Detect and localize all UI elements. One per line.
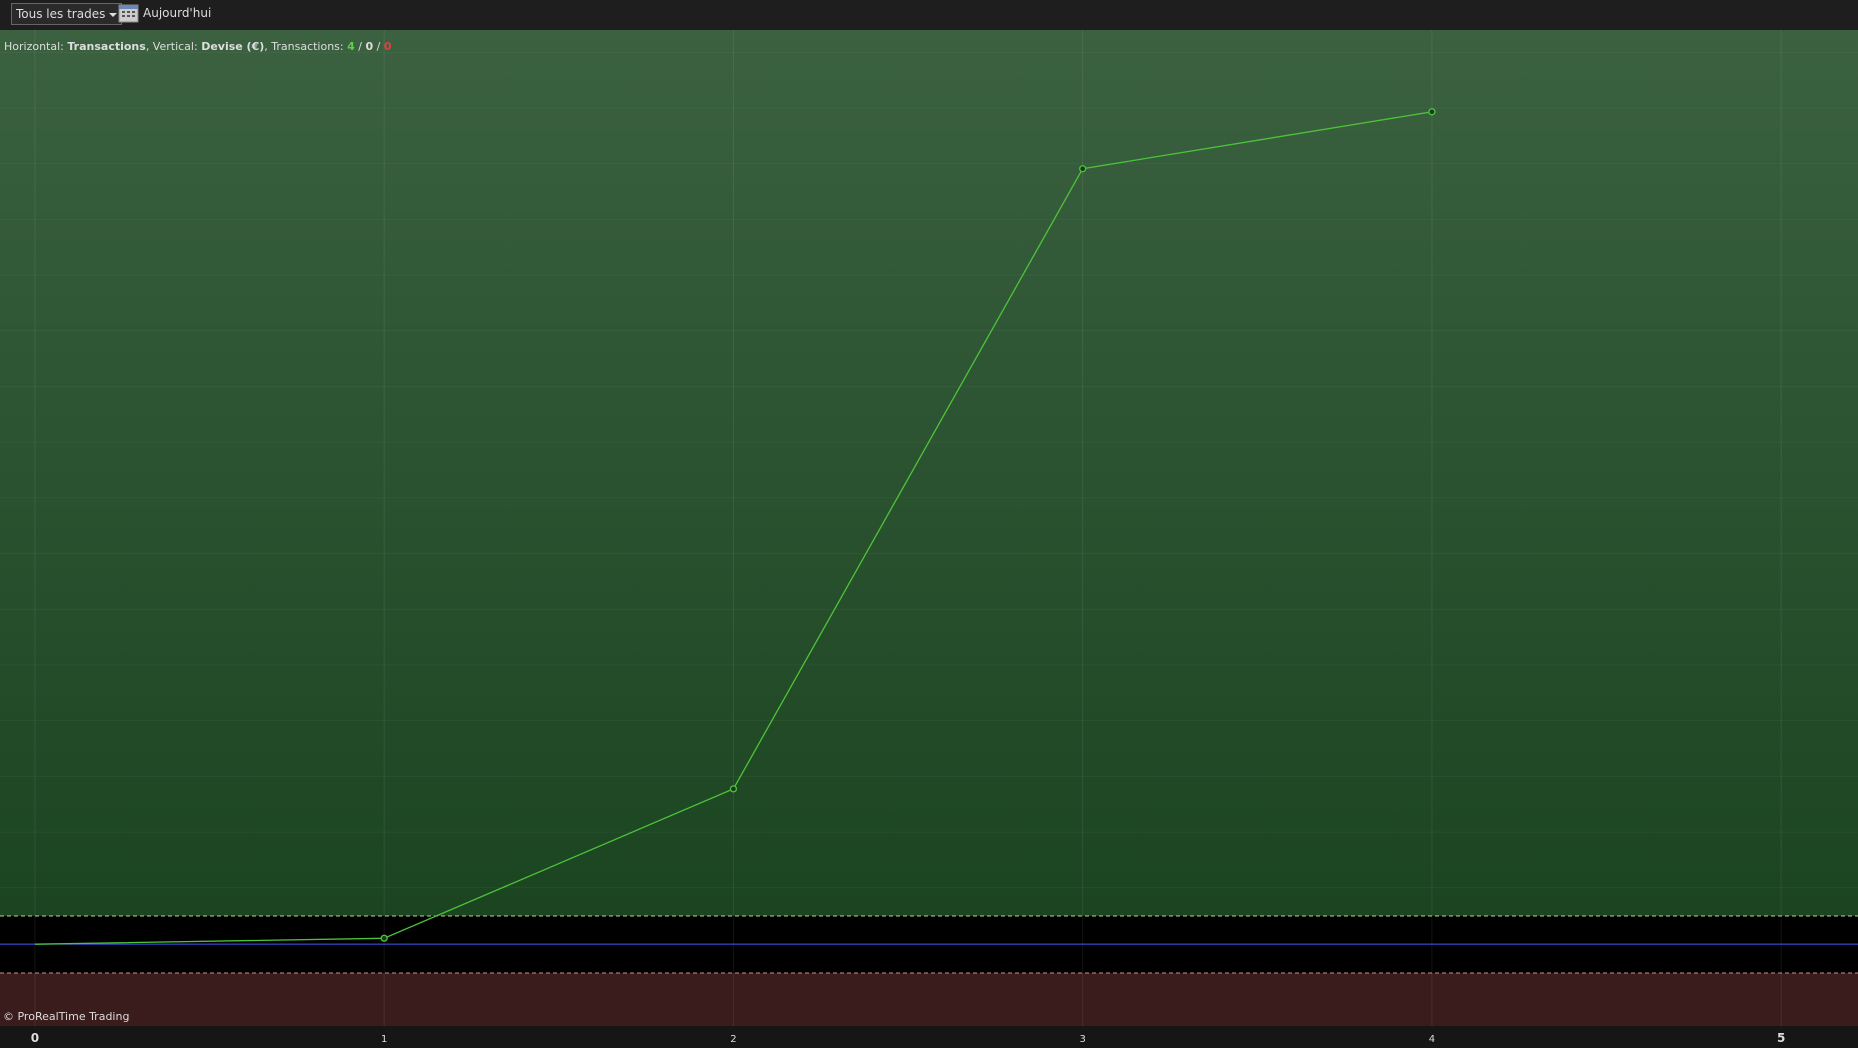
date-button[interactable]: Aujourd'hui (143, 6, 212, 20)
x-tick-label: 4 (1429, 1034, 1435, 1045)
x-tick-label: 0 (31, 1031, 39, 1045)
x-tick-label: 1 (381, 1034, 387, 1045)
chart: Horizontal: Transactions, Vertical: Devi… (0, 30, 1858, 1048)
caption-part: 0 (384, 40, 392, 53)
point (729, 785, 738, 793)
x-tick-label: 3 (1079, 1034, 1085, 1045)
h-grid (0, 30, 1858, 916)
caption-part: Transactions (67, 40, 146, 53)
caption-part: / (355, 40, 366, 53)
point (380, 934, 388, 942)
caption-part: 4 (347, 40, 355, 53)
calendar-icon[interactable] (118, 2, 140, 24)
x-tick-label: 2 (730, 1034, 736, 1045)
caption: Horizontal: Transactions, Vertical: Devi… (4, 40, 392, 53)
caption-part: 0 (365, 40, 373, 53)
x-axis-bar (0, 1026, 1858, 1048)
loss-zone (0, 973, 1858, 1026)
footer: © ProRealTime Trading (3, 1010, 129, 1023)
caption-part: , Vertical: (146, 40, 201, 53)
x-tick-label: 5 (1777, 1031, 1785, 1045)
toolbar: Tous les trades Aujourd'hui (0, 0, 1858, 31)
caption-part: / (373, 40, 384, 53)
caption-part: Devise (€) (201, 40, 264, 53)
point (1428, 108, 1436, 116)
caption-part: Horizontal: (4, 40, 67, 53)
point (1079, 165, 1087, 173)
filter-dropdown[interactable]: Tous les trades (11, 3, 123, 25)
caption-part: , Transactions: (264, 40, 347, 53)
